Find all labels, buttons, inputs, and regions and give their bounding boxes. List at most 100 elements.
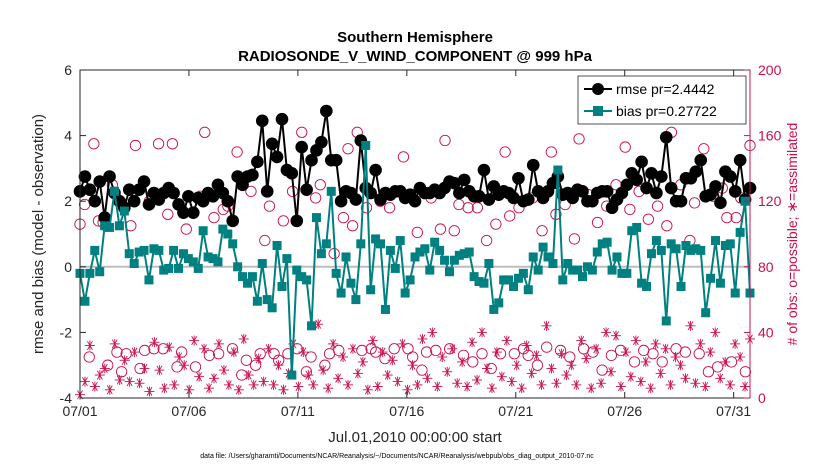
rmse-point [694, 153, 708, 167]
obs-assimilated-marker [740, 381, 751, 392]
obs-assimilated-marker [318, 365, 329, 376]
obs-assimilated-marker [695, 338, 706, 349]
obs-assimilated-marker [635, 376, 646, 387]
bias-point [464, 247, 474, 257]
obs-assimilated-marker [199, 343, 210, 354]
rmse-point [635, 155, 648, 169]
bias-point [494, 298, 504, 308]
rmse-point [305, 153, 318, 167]
bias-point [390, 263, 400, 273]
bias-point [85, 268, 95, 278]
obs-assimilated-marker [417, 333, 428, 344]
bias-point [509, 281, 519, 291]
rmse-point [448, 176, 461, 190]
bias-point [592, 247, 602, 257]
obs-assimilated-marker [715, 373, 726, 384]
obs-possible-marker [416, 364, 428, 376]
obs-assimilated-marker [372, 381, 383, 392]
obs-possible-marker [624, 203, 636, 216]
bias-point [607, 265, 617, 275]
obs-assimilated-marker [333, 373, 344, 384]
rmse-point [728, 185, 742, 198]
rmse-point [709, 180, 722, 193]
obs-possible-marker [314, 179, 326, 191]
obs-possible-marker [162, 208, 174, 220]
bias-point [449, 255, 459, 265]
y2-tick-label: 0 [758, 390, 766, 406]
obs-assimilated-marker [427, 327, 438, 338]
data-file-footnote: data file: /Users/gharamti/Documents/NCA… [200, 453, 594, 460]
obs-assimilated-marker [452, 378, 463, 389]
chart-title: Southern Hemisphere [337, 29, 493, 46]
obs-possible-marker [434, 223, 447, 235]
obs-assimilated-marker [690, 378, 701, 389]
obs-assimilated-marker [620, 347, 631, 358]
obs-possible-marker [480, 234, 493, 247]
y-tick-label: -4 [60, 390, 73, 406]
bias-point [292, 265, 302, 275]
obs-possible-marker [171, 361, 183, 373]
obs-assimilated-marker [263, 343, 274, 354]
obs-possible-marker [651, 200, 664, 212]
obs-assimilated-marker [189, 335, 200, 346]
bias-point [188, 257, 198, 267]
x-tick-label: 07/11 [281, 403, 315, 419]
bias-point [523, 285, 533, 295]
bias-point [430, 237, 440, 247]
obs-assimilated-marker [611, 330, 621, 341]
bias-point [691, 244, 701, 254]
rmse-point [295, 140, 308, 154]
obs-assimilated-marker [253, 353, 264, 364]
bias-point [484, 259, 494, 269]
rmse-point [329, 153, 343, 167]
obs-assimilated-marker [680, 373, 691, 384]
obs-possible-marker [88, 138, 100, 150]
legend-rmse-label: rmse pr=2.4442 [616, 81, 715, 97]
bias-point [252, 296, 262, 306]
obs-assimilated-marker [615, 381, 626, 392]
obs-possible-marker [208, 211, 220, 224]
obs-assimilated-marker [293, 381, 304, 392]
obs-possible-marker [129, 139, 142, 152]
rmse-point [137, 175, 151, 188]
obs-assimilated-marker [481, 363, 492, 374]
rmse-point [315, 135, 328, 149]
bias-point [563, 259, 573, 269]
rmse-point [472, 189, 486, 203]
obs-assimilated-marker [174, 352, 185, 362]
bias-point [326, 186, 336, 196]
x-tick-label: 07/01 [62, 403, 97, 419]
obs-possible-marker [647, 348, 659, 360]
bias-point [351, 295, 361, 305]
y2-axis-label: # of obs: o=possible; ∗=assimilated [784, 123, 800, 346]
bias-point [568, 265, 578, 275]
obs-assimilated-marker [402, 384, 413, 395]
bias-point [95, 267, 105, 277]
obs-possible-marker [365, 343, 377, 355]
obs-assimilated-marker [581, 353, 592, 364]
bias-point [218, 224, 228, 234]
obs-possible-marker [568, 233, 581, 245]
obs-assimilated-marker [467, 337, 478, 348]
obs-possible-marker [402, 343, 414, 355]
bias-point [129, 259, 139, 269]
obs-assimilated-marker [268, 379, 279, 390]
rmse-point [457, 173, 471, 187]
y2-tick-label: 80 [758, 259, 774, 275]
bias-point [686, 245, 696, 255]
bias-point [661, 316, 671, 326]
obs-assimilated-marker [462, 381, 473, 392]
chart-subtitle: RADIOSONDE_V_WIND_COMPONENT @ 999 hPa [238, 48, 593, 65]
bias-point [469, 272, 479, 282]
obs-assimilated-marker [675, 360, 686, 371]
bias-point [331, 268, 341, 278]
obs-possible-marker [240, 354, 252, 366]
obs-assimilated-marker [496, 371, 507, 382]
rmse-point [512, 171, 525, 185]
obs-possible-marker [605, 349, 618, 362]
bias-point [725, 239, 735, 249]
obs-assimilated-marker [720, 356, 731, 367]
rmse-point [408, 194, 422, 208]
rmse-point [251, 155, 264, 169]
bias-point [213, 257, 223, 267]
